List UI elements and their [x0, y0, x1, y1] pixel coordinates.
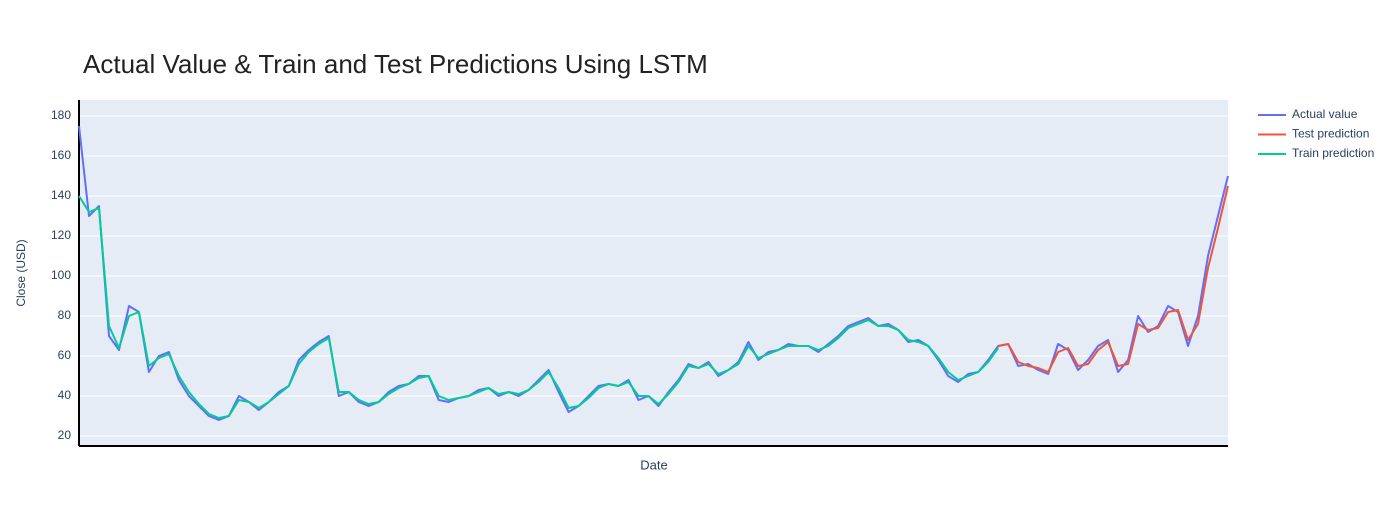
legend-label: Train prediction [1292, 146, 1374, 160]
y-tick-label: 40 [58, 388, 72, 402]
y-tick-label: 180 [51, 108, 71, 122]
series-line [998, 185, 1229, 373]
y-tick-label: 100 [51, 268, 71, 282]
y-tick-label: 160 [51, 148, 71, 162]
x-axis-label: Date [640, 457, 667, 472]
series-line [78, 195, 1000, 419]
y-axis-label: Close (USD) [14, 239, 28, 306]
y-tick-label: 140 [51, 188, 71, 202]
chart-title: Actual Value & Train and Test Prediction… [83, 49, 708, 79]
y-tick-label: 60 [58, 348, 72, 362]
legend-label: Actual value [1292, 107, 1358, 121]
legend-label: Test prediction [1292, 127, 1369, 141]
plot-area [79, 100, 1228, 446]
y-tick-label: 20 [58, 428, 72, 442]
y-tick-label: 120 [51, 228, 71, 242]
y-tick-label: 80 [58, 308, 72, 322]
